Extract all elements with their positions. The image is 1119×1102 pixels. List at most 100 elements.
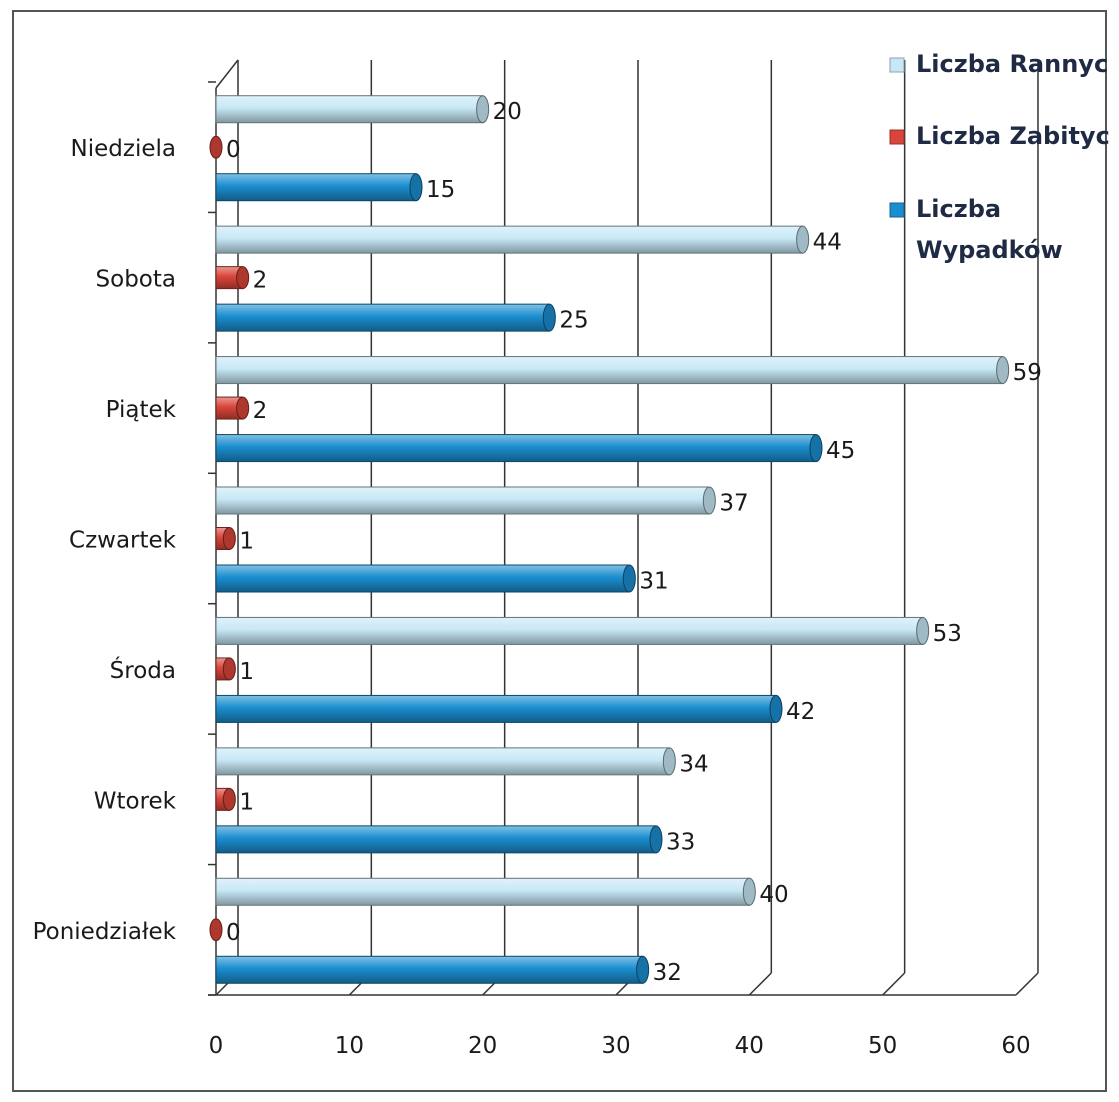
x-tick-label: 40 (735, 1033, 764, 1059)
bar-cap (210, 136, 222, 158)
bar (216, 695, 782, 722)
bar (216, 304, 555, 331)
category-label: Sobota (96, 267, 176, 293)
bar-body (216, 617, 923, 644)
x-tick-label: 10 (335, 1033, 364, 1059)
bar-cap (997, 357, 1009, 384)
bar-cap (797, 226, 809, 253)
bar (216, 528, 235, 550)
category-label: Piątek (106, 397, 177, 423)
bar-body (216, 357, 1003, 384)
data-label: 2 (253, 268, 268, 294)
data-label: 15 (426, 177, 455, 203)
bar-cap (223, 788, 235, 810)
bar-body (216, 826, 656, 853)
bar-body (216, 695, 776, 722)
data-label: 25 (559, 308, 588, 334)
data-label: 32 (653, 960, 682, 986)
bar-cap (743, 878, 755, 905)
legend-label: Wypadków (916, 236, 1063, 264)
bar-body (216, 174, 416, 201)
bar-body (216, 956, 643, 983)
bar-body (216, 435, 816, 462)
data-label: 2 (253, 398, 268, 424)
bar (216, 748, 675, 775)
legend-label: Liczba Rannych (916, 50, 1109, 78)
bar (216, 617, 929, 644)
bar-cap (770, 695, 782, 722)
legend-swatch (890, 58, 904, 72)
category-label: Niedziela (71, 136, 176, 162)
data-label: 1 (239, 659, 254, 685)
bar (216, 267, 249, 289)
bar-cap (223, 658, 235, 680)
floor-line-40 (749, 973, 771, 995)
chart-svg: 0 10 20 30 40 50 60PoniedziałekWtorekŚrodaCzwa… (14, 12, 1109, 1094)
bar (216, 826, 662, 853)
x-tick-label: 60 (1001, 1033, 1030, 1059)
bar-body (216, 304, 549, 331)
data-label: 44 (813, 230, 842, 256)
data-label: 1 (239, 789, 254, 815)
bar-cap (410, 174, 422, 201)
data-label: 37 (719, 491, 748, 517)
legend-item: Liczba Zabitych (890, 122, 1109, 150)
legend-item: Liczba Rannych (890, 50, 1109, 78)
bars (210, 96, 1009, 984)
y-axis-depth-edge (216, 60, 238, 88)
bar-body (216, 226, 803, 253)
chart-frame: 0 10 20 30 40 50 60 Poniedziałek Wtorek Środa Czwa… (12, 10, 1107, 1092)
bar (216, 96, 489, 123)
bar-cap (663, 748, 675, 775)
data-label: 0 (226, 137, 241, 163)
data-label: 59 (1013, 360, 1042, 386)
axes: 0 10 20 30 40 50 60PoniedziałekWtorekŚrodaCzwa… (33, 60, 1031, 1059)
bar-cap (917, 617, 929, 644)
data-label: 20 (493, 99, 522, 125)
data-label: 1 (239, 529, 254, 555)
bar (210, 136, 222, 158)
category-label: Czwartek (69, 528, 177, 554)
data-label: 53 (933, 621, 962, 647)
data-label: 0 (226, 920, 241, 946)
bar (216, 788, 235, 810)
bar (216, 226, 809, 253)
bar-body (216, 878, 749, 905)
legend-swatch (890, 203, 904, 217)
data-label: 33 (666, 829, 695, 855)
category-label: Środa (110, 656, 176, 684)
data-label: 40 (759, 882, 788, 908)
bar (210, 919, 222, 941)
category-label: Poniedziałek (33, 919, 177, 945)
bar (216, 956, 649, 983)
bar (216, 174, 422, 201)
bar (216, 878, 755, 905)
bar-body (216, 748, 669, 775)
bar (216, 397, 249, 419)
bar (216, 565, 635, 592)
bar-cap (543, 304, 555, 331)
legend: Liczba Rannych Liczba Zabitych Liczba Wypad… (890, 50, 1109, 264)
bar (216, 658, 235, 680)
legend-label: Liczba (916, 195, 1001, 223)
data-label: 34 (679, 751, 708, 777)
bar-cap (637, 956, 649, 983)
bar-cap (477, 96, 489, 123)
bar-cap (237, 267, 249, 289)
bar-body (216, 487, 709, 514)
x-tick-label: 20 (468, 1033, 497, 1059)
floor-line-50 (883, 973, 905, 995)
floor-line-60 (1016, 973, 1038, 995)
bar-cap (703, 487, 715, 514)
data-label: 42 (786, 699, 815, 725)
legend-item: Liczba Wypadków (890, 195, 1063, 264)
x-tick-label: 30 (601, 1033, 630, 1059)
x-tick-label: 0 (209, 1033, 224, 1059)
bar-cap (237, 397, 249, 419)
bar (216, 487, 715, 514)
x-tick-label: 50 (868, 1033, 897, 1059)
bar-body (216, 565, 629, 592)
legend-label: Liczba Zabitych (916, 122, 1109, 150)
bar-cap (223, 528, 235, 550)
data-label: 31 (639, 569, 668, 595)
